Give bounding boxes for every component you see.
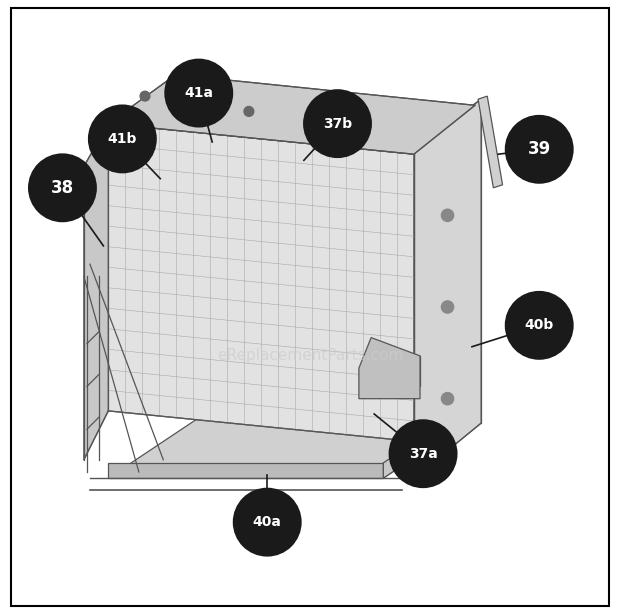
Circle shape	[165, 60, 232, 126]
Circle shape	[441, 392, 454, 405]
Text: eReplacementParts.com: eReplacementParts.com	[217, 348, 403, 363]
FancyBboxPatch shape	[11, 7, 609, 607]
Circle shape	[29, 154, 96, 222]
Text: 38: 38	[51, 179, 74, 197]
Polygon shape	[84, 123, 108, 460]
Text: 39: 39	[528, 141, 551, 158]
Circle shape	[441, 209, 454, 222]
Circle shape	[505, 292, 573, 359]
Circle shape	[244, 106, 254, 116]
Polygon shape	[478, 96, 503, 188]
Text: 37a: 37a	[409, 447, 438, 460]
Text: 40a: 40a	[253, 515, 281, 529]
Polygon shape	[383, 402, 475, 478]
Circle shape	[505, 115, 573, 183]
Circle shape	[140, 91, 150, 101]
Polygon shape	[108, 75, 475, 154]
Polygon shape	[108, 417, 475, 478]
Circle shape	[304, 90, 371, 157]
Polygon shape	[389, 356, 420, 386]
Circle shape	[441, 301, 454, 313]
Polygon shape	[359, 338, 420, 398]
Text: 41b: 41b	[108, 132, 137, 146]
Polygon shape	[108, 463, 383, 478]
Circle shape	[389, 420, 457, 488]
Text: 40b: 40b	[525, 318, 554, 332]
Text: 41a: 41a	[184, 86, 213, 100]
Polygon shape	[414, 99, 481, 478]
Polygon shape	[108, 123, 414, 441]
Circle shape	[89, 105, 156, 173]
Circle shape	[348, 120, 358, 130]
Text: 37b: 37b	[323, 117, 352, 131]
Circle shape	[234, 489, 301, 556]
